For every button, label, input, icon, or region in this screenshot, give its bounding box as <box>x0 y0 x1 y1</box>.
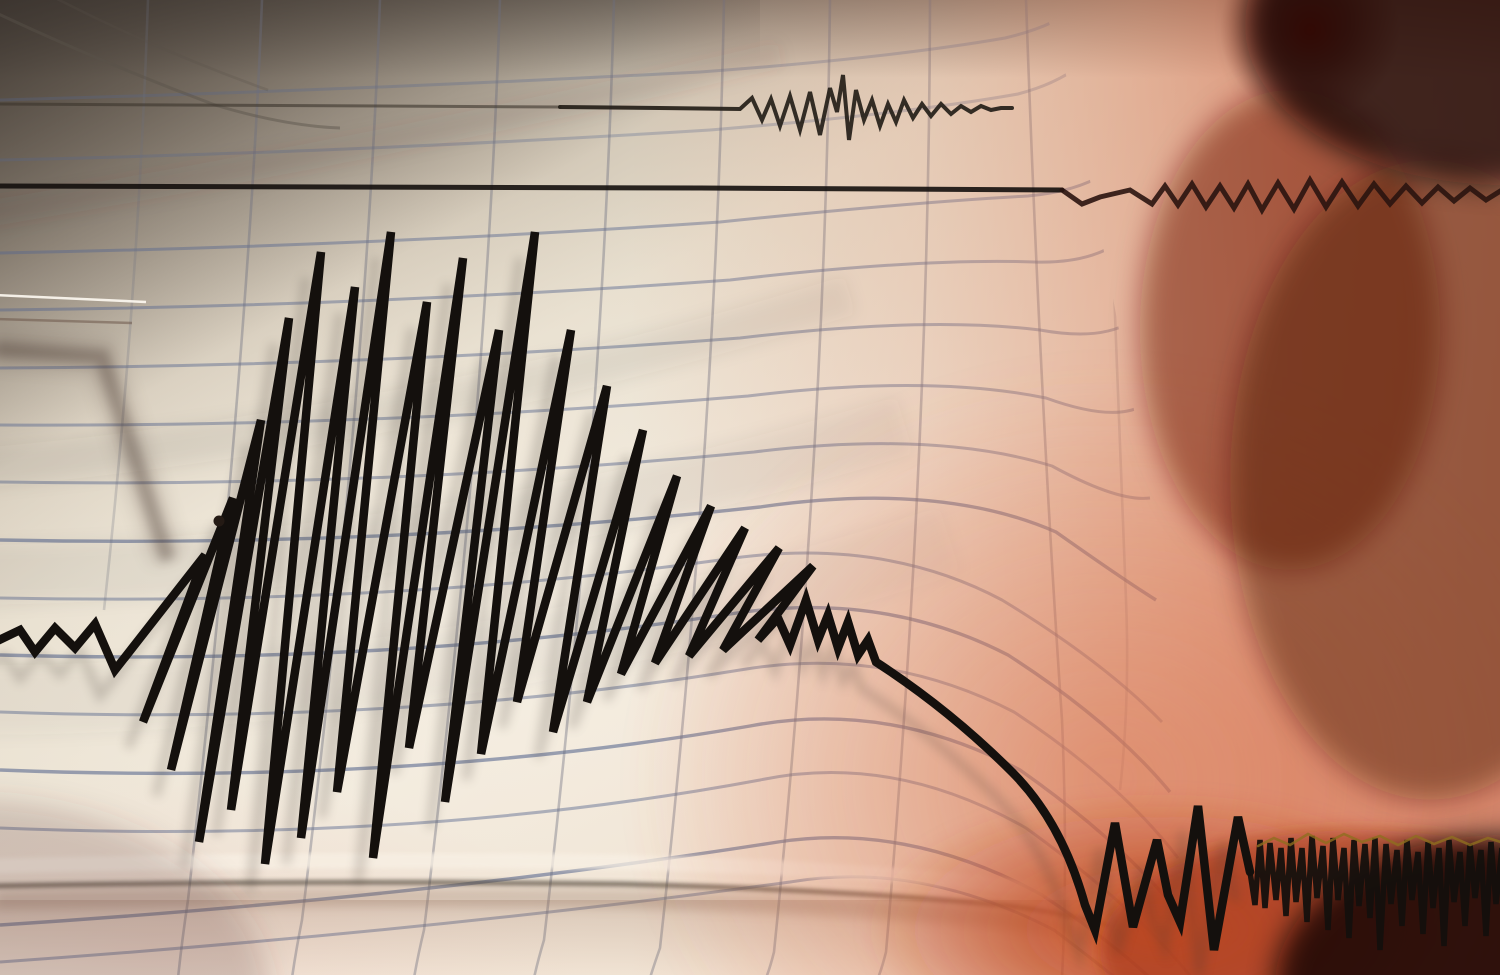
bottom-left-vignette <box>0 801 268 975</box>
flat-trace-wiggles-dark-region <box>1059 174 1500 216</box>
top-trace-baseline <box>0 102 562 109</box>
flat-trace-line <box>0 183 1065 193</box>
housing-top-corner-dark <box>1245 0 1500 185</box>
main-trace-paper-shadow <box>0 257 1240 975</box>
pen-nib-tip <box>213 515 225 527</box>
housing-dim-glow <box>1230 160 1500 800</box>
dense-trace-packet <box>1247 835 1500 951</box>
pen-arm-shadow <box>0 341 176 563</box>
pen-arm-under-edge <box>0 317 133 325</box>
dense-trace-glint <box>1256 832 1500 848</box>
pen-arm <box>0 294 225 566</box>
main-earthquake-trace <box>0 231 1255 951</box>
top-trace-wiggle-packet <box>558 74 1014 141</box>
pen-arm-top-edge <box>0 294 147 304</box>
